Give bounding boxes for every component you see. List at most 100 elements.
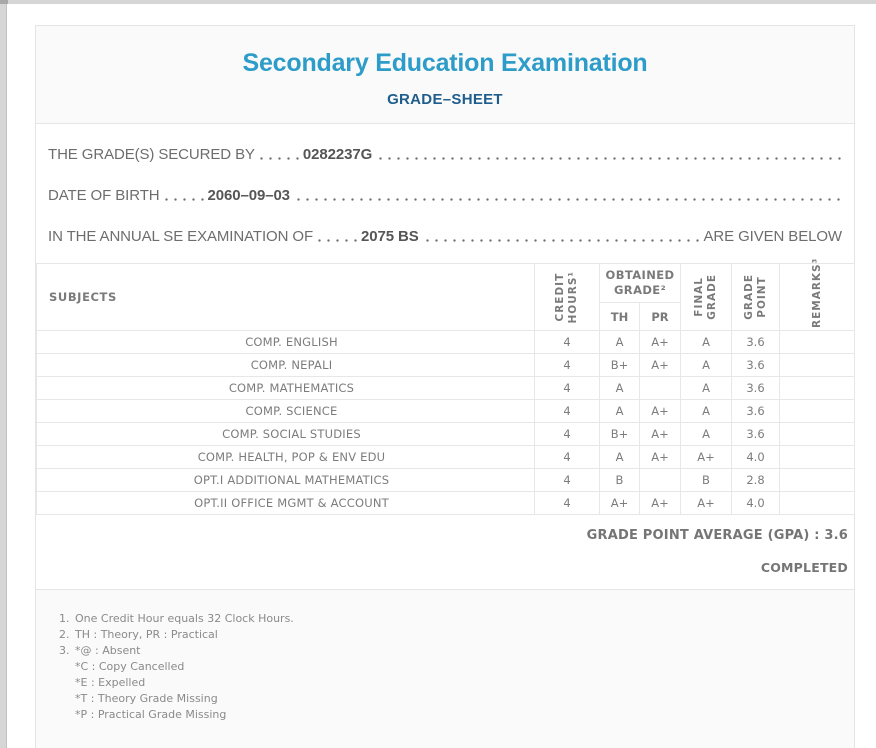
footnote-copy-cancelled: *C : Copy Cancelled bbox=[75, 660, 185, 673]
cell-th: B+ bbox=[599, 422, 640, 446]
dotted-leader bbox=[420, 239, 704, 242]
secured-by-line: THE GRADE(S) SECURED BY 0282237G bbox=[48, 134, 842, 175]
column-header-obtained-grade: OBTAINED GRADE² bbox=[599, 263, 681, 303]
cell-subject: COMP. MATHEMATICS bbox=[36, 376, 535, 400]
window-top-edge bbox=[0, 0, 876, 4]
remarks-vertical-label: REMARKS³ bbox=[810, 257, 823, 328]
cell-point: 3.6 bbox=[731, 399, 780, 423]
cell-credit: 4 bbox=[534, 330, 600, 354]
grade-point-vertical-label: GRADE POINT bbox=[742, 274, 768, 320]
column-header-remarks: REMARKS³ bbox=[779, 257, 855, 331]
cell-pr: A+ bbox=[639, 491, 681, 515]
cell-point: 4.0 bbox=[731, 491, 780, 515]
footnote-practical-missing: *P : Practical Grade Missing bbox=[75, 708, 227, 721]
cell-credit: 4 bbox=[534, 445, 600, 469]
column-header-th: TH bbox=[599, 302, 640, 331]
title-section: Secondary Education Examination GRADE–SH… bbox=[36, 26, 854, 123]
cell-pr: A+ bbox=[639, 330, 681, 354]
cell-point: 2.8 bbox=[731, 468, 780, 492]
cell-final: A bbox=[680, 399, 732, 423]
footnote-symbols: *@ : Absent *C : Copy Cancelled *E : Exp… bbox=[73, 643, 854, 723]
secured-by-value: 0282237G bbox=[302, 146, 373, 163]
column-header-final-grade: FINAL GRADE bbox=[680, 263, 732, 331]
cell-pr bbox=[639, 376, 681, 400]
cell-point: 3.6 bbox=[731, 422, 780, 446]
cell-subject: COMP. HEALTH, POP & ENV EDU bbox=[36, 445, 535, 469]
student-info-section: THE GRADE(S) SECURED BY 0282237G DATE OF… bbox=[36, 124, 854, 263]
footnotes-section: One Credit Hour equals 32 Clock Hours. T… bbox=[36, 590, 854, 723]
cell-remarks bbox=[779, 399, 855, 423]
cell-credit: 4 bbox=[534, 376, 600, 400]
cell-th: A bbox=[599, 445, 640, 469]
cell-point: 3.6 bbox=[731, 330, 780, 354]
table-row: COMP. SOCIAL STUDIES 4 B+ A+ A 3.6 bbox=[36, 422, 855, 446]
table-row: COMP. ENGLISH 4 A A+ A 3.6 bbox=[36, 330, 855, 354]
cell-remarks bbox=[779, 468, 855, 492]
table-row: COMP. HEALTH, POP & ENV EDU 4 A A+ A+ 4.… bbox=[36, 445, 855, 469]
cell-final: A+ bbox=[680, 491, 732, 515]
dotted-leader bbox=[374, 157, 842, 160]
grade-sheet-panel: Secondary Education Examination GRADE–SH… bbox=[35, 25, 855, 748]
cell-th: A bbox=[599, 376, 640, 400]
cell-pr: A+ bbox=[639, 445, 681, 469]
footnote-th-pr: TH : Theory, PR : Practical bbox=[73, 627, 854, 643]
dotted-leader bbox=[313, 239, 360, 242]
cell-remarks bbox=[779, 330, 855, 354]
cell-th: A bbox=[599, 399, 640, 423]
cell-final: A+ bbox=[680, 445, 732, 469]
dotted-leader bbox=[254, 157, 301, 160]
date-of-birth-line: DATE OF BIRTH 2060–09–03 bbox=[48, 175, 842, 216]
grades-table-body: COMP. ENGLISH 4 A A+ A 3.6 COMP. NEPALI … bbox=[36, 330, 855, 515]
gpa-text: GRADE POINT AVERAGE (GPA) : 3.6 bbox=[586, 528, 848, 543]
grades-table: SUBJECTS CREDIT HOURS¹ OBTAINED GRADE² F… bbox=[36, 257, 855, 515]
table-row: OPT.II OFFICE MGMT & ACCOUNT 4 A+ A+ A+ … bbox=[36, 491, 855, 515]
examination-suffix: ARE GIVEN BELOW bbox=[703, 228, 842, 245]
cell-remarks bbox=[779, 353, 855, 377]
cell-th: B bbox=[599, 468, 640, 492]
cell-credit: 4 bbox=[534, 468, 600, 492]
examination-label: IN THE ANNUAL SE EXAMINATION OF bbox=[48, 228, 314, 245]
footnote-expelled: *E : Expelled bbox=[75, 676, 146, 689]
window-corner bbox=[0, 0, 8, 4]
cell-remarks bbox=[779, 376, 855, 400]
cell-remarks bbox=[779, 491, 855, 515]
footnote-absent: *@ : Absent bbox=[75, 644, 141, 657]
footnote-credit-hours: One Credit Hour equals 32 Clock Hours. bbox=[73, 611, 854, 627]
examination-value: 2075 BS bbox=[361, 228, 419, 245]
cell-final: A bbox=[680, 422, 732, 446]
cell-subject: OPT.I ADDITIONAL MATHEMATICS bbox=[36, 468, 535, 492]
status-text: COMPLETED bbox=[760, 560, 848, 575]
summary-section: GRADE POINT AVERAGE (GPA) : 3.6 COMPLETE… bbox=[36, 515, 854, 589]
secured-by-label: THE GRADE(S) SECURED BY bbox=[48, 146, 255, 163]
cell-th: A bbox=[599, 330, 640, 354]
cell-subject: COMP. ENGLISH bbox=[36, 330, 535, 354]
table-row: OPT.I ADDITIONAL MATHEMATICS 4 B B 2.8 bbox=[36, 468, 855, 492]
cell-th: A+ bbox=[599, 491, 640, 515]
footnotes-list: One Credit Hour equals 32 Clock Hours. T… bbox=[56, 611, 854, 723]
column-header-credit-hours: CREDIT HOURS¹ bbox=[534, 263, 600, 331]
cell-final: A bbox=[680, 353, 732, 377]
cell-pr bbox=[639, 468, 681, 492]
final-grade-vertical-label: FINAL GRADE bbox=[693, 274, 718, 320]
cell-final: A bbox=[680, 330, 732, 354]
grades-table-header: SUBJECTS CREDIT HOURS¹ OBTAINED GRADE² F… bbox=[36, 257, 855, 331]
footnote-theory-missing: *T : Theory Grade Missing bbox=[75, 692, 218, 705]
cell-point: 3.6 bbox=[731, 353, 780, 377]
column-header-grade-point: GRADE POINT bbox=[731, 263, 780, 331]
cell-pr: A+ bbox=[639, 399, 681, 423]
cell-pr: A+ bbox=[639, 422, 681, 446]
cell-subject: COMP. SCIENCE bbox=[36, 399, 535, 423]
page-subtitle: GRADE–SHEET bbox=[387, 91, 503, 108]
content-section: THE GRADE(S) SECURED BY 0282237G DATE OF… bbox=[36, 123, 855, 590]
column-header-subjects: SUBJECTS bbox=[36, 263, 535, 331]
table-row: COMP. NEPALI 4 B+ A+ A 3.6 bbox=[36, 353, 855, 377]
examination-line: IN THE ANNUAL SE EXAMINATION OF 2075 BS … bbox=[48, 216, 842, 257]
cell-credit: 4 bbox=[534, 399, 600, 423]
dotted-leader bbox=[159, 198, 206, 201]
cell-remarks bbox=[779, 445, 855, 469]
cell-point: 3.6 bbox=[731, 376, 780, 400]
date-of-birth-value: 2060–09–03 bbox=[207, 187, 291, 204]
cell-final: B bbox=[680, 468, 732, 492]
column-header-pr: PR bbox=[639, 302, 681, 331]
cell-remarks bbox=[779, 422, 855, 446]
